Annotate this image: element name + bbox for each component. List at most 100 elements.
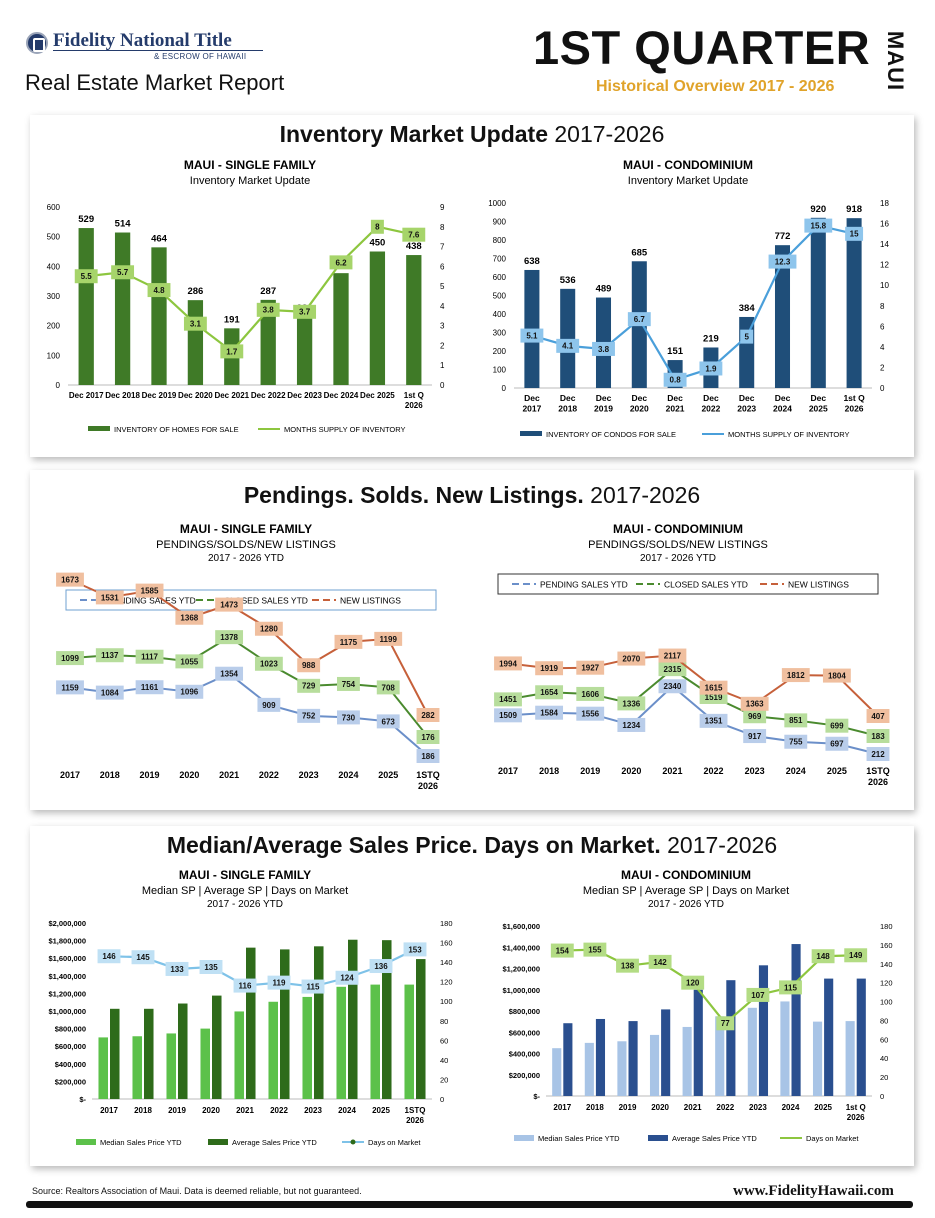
y-right-tick: 120	[880, 979, 893, 988]
bar	[260, 299, 276, 385]
average-bar	[758, 965, 769, 1096]
y-right-tick: 5	[440, 282, 445, 291]
median-bar	[98, 1037, 108, 1099]
y-left-tick: 200	[493, 347, 507, 356]
point-label-box	[416, 730, 440, 744]
point-label-box	[56, 680, 84, 695]
dom-value-label: 145	[136, 953, 150, 962]
point-label: 699	[830, 722, 844, 731]
price-title-years: 2017-2026	[660, 832, 778, 858]
point-label: 1368	[180, 614, 198, 623]
point-label: 1509	[499, 711, 517, 720]
y-left-tick: $-	[533, 1092, 540, 1101]
price-title-bold: Median/Average Sales Price. Days on Mark…	[166, 832, 661, 858]
series-line	[507, 654, 879, 717]
website-link[interactable]: www.FidelityHawaii.com	[733, 1183, 894, 1199]
point-label-box	[95, 590, 124, 605]
point-label-box	[254, 621, 283, 636]
point-label: 1117	[141, 653, 158, 662]
point-label: 708	[382, 683, 396, 692]
point-label-box	[535, 685, 564, 700]
x-tick-label: 2021	[684, 1103, 702, 1112]
x-tick-label: 2023	[304, 1106, 322, 1115]
x-tick-label: 2026	[406, 1116, 424, 1125]
bar-value-label: 685	[631, 247, 648, 258]
inventory-title-bold: Inventory Market Update	[279, 121, 548, 147]
x-tick-label: Dec 2023	[287, 391, 322, 400]
point-label-box	[56, 572, 84, 587]
average-bar	[628, 1021, 638, 1096]
dom-value-label-box	[746, 987, 770, 1002]
x-tick-label: 1STQ	[866, 766, 890, 776]
point-label: 1378	[220, 633, 238, 642]
bar-value-label: 450	[369, 238, 385, 249]
average-bar	[280, 949, 290, 1099]
x-tick-label: 2026	[868, 777, 888, 787]
legend-bar-label: INVENTORY OF CONDOS FOR SALE	[546, 430, 676, 439]
y-right-tick: 40	[880, 1054, 888, 1063]
dom-value-label-box	[267, 975, 291, 990]
y-left-tick: $2,000,000	[48, 919, 86, 928]
point-label-box	[376, 680, 400, 695]
bar-value-label: 384	[739, 303, 756, 314]
median-bar	[552, 1048, 562, 1096]
line-value-label: 3.7	[299, 308, 311, 317]
point-label: 1234	[622, 721, 640, 730]
x-tick-label: 2021	[236, 1106, 254, 1115]
x-tick-label: 2024	[782, 1103, 800, 1112]
x-tick-label: 2018	[100, 770, 120, 780]
point-label-box	[494, 708, 522, 723]
point-label-box	[416, 708, 440, 722]
x-tick-label: 2023	[745, 766, 765, 776]
point-label-box	[376, 714, 400, 729]
y-left-tick: 100	[47, 351, 61, 360]
series-line	[507, 684, 879, 755]
line-value-label-box	[256, 302, 280, 317]
line-value-label-box	[370, 219, 384, 234]
y-right-tick: 14	[880, 240, 889, 249]
y-right-tick: 8	[440, 223, 445, 232]
y-left-tick: 500	[493, 292, 507, 301]
x-tick-label: 2024	[786, 766, 806, 776]
chart-title: MAUI - CONDOMINIUM	[613, 522, 743, 536]
pendings-section-title: Pendings. Solds. New Listings. 2017-2026	[30, 482, 914, 509]
x-tick-label: 2020	[621, 766, 641, 776]
x-tick-label: Dec	[775, 393, 791, 403]
y-right-tick: 80	[440, 1017, 448, 1026]
brand-sub: & ESCROW OF HAWAII	[154, 52, 247, 61]
x-tick-label: 2022	[704, 766, 724, 776]
y-right-tick: 80	[880, 1016, 888, 1025]
average-bar	[661, 1009, 671, 1096]
point-label: 1451	[499, 695, 517, 704]
x-tick-label: Dec 2019	[142, 391, 177, 400]
median-bar	[845, 1021, 855, 1096]
y-left-tick: 600	[47, 203, 61, 212]
point-label: 1336	[622, 699, 640, 708]
average-bar	[856, 978, 866, 1096]
bar-value-label: 918	[846, 204, 862, 215]
point-label-box	[535, 705, 564, 720]
x-tick-label: 2022	[701, 404, 720, 414]
point-label: 212	[871, 750, 885, 759]
point-label: 1137	[101, 651, 119, 660]
median-bar	[132, 1036, 142, 1099]
median-bar	[682, 1026, 692, 1096]
point-label-box	[699, 680, 728, 695]
point-label: 673	[382, 717, 396, 726]
x-tick-label: 2018	[558, 404, 577, 414]
x-tick-label: 2023	[737, 404, 756, 414]
y-left-tick: 800	[493, 236, 507, 245]
x-tick-label: Dec	[560, 393, 576, 403]
y-right-tick: 7	[440, 243, 445, 252]
dom-value-label-box	[550, 943, 574, 958]
point-label-box	[866, 729, 890, 743]
median-bar	[617, 1041, 627, 1096]
y-left-tick: $400,000	[55, 1060, 86, 1069]
bar-value-label: 287	[260, 286, 276, 297]
dom-value-label: 115	[307, 982, 320, 991]
x-tick-label: 2018	[134, 1106, 152, 1115]
days-on-market-line	[108, 948, 416, 988]
x-tick-label: Dec 2017	[69, 391, 104, 400]
y-left-tick: $200,000	[55, 1077, 86, 1086]
point-label: 1161	[141, 683, 159, 692]
